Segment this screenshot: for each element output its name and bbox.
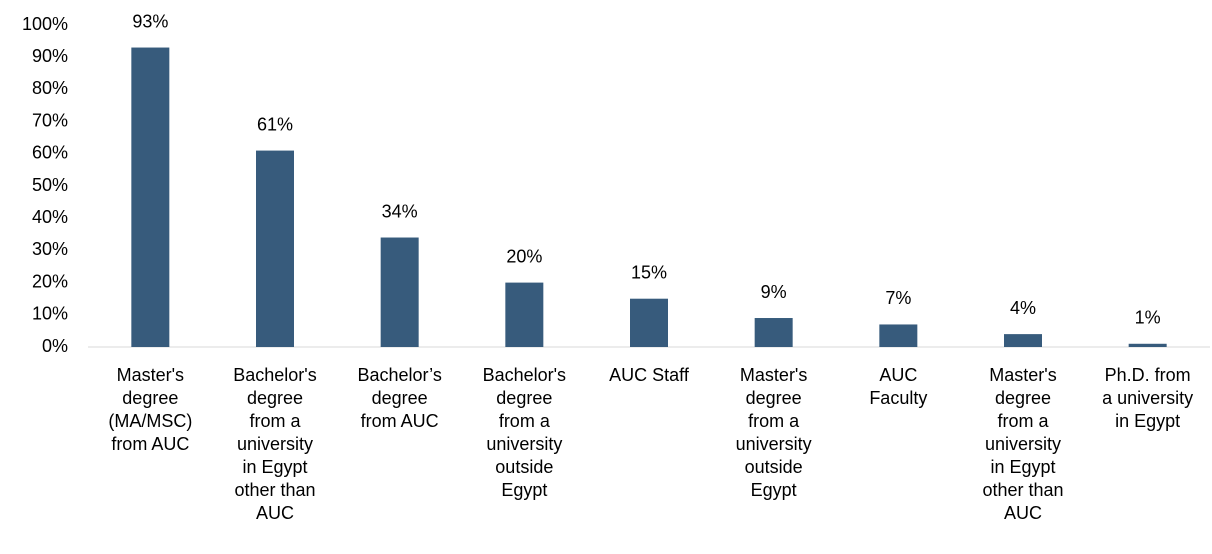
data-label: 9% xyxy=(761,282,787,302)
x-tick-label: Bachelor’s degree from AUC xyxy=(357,365,442,431)
bar xyxy=(131,47,170,347)
x-tick-label: Ph.D. from a university in Egypt xyxy=(1102,365,1194,431)
x-tick-label: Master's degree from a university in Egy… xyxy=(982,365,1064,523)
data-label: 93% xyxy=(132,11,168,31)
x-tick-label: Master's degree from a university outsid… xyxy=(735,365,812,500)
bar xyxy=(1128,343,1167,347)
y-tick-label: 100% xyxy=(22,14,68,34)
data-label: 20% xyxy=(506,246,542,266)
data-label: 4% xyxy=(1010,298,1036,318)
bar xyxy=(1004,334,1042,347)
x-tick-label: Bachelor's degree from a university in E… xyxy=(233,365,317,523)
y-tick-label: 50% xyxy=(32,175,68,195)
y-tick-label: 20% xyxy=(32,271,68,291)
data-label: 1% xyxy=(1135,308,1161,328)
bar xyxy=(380,237,419,347)
bar xyxy=(879,324,918,347)
x-tick-label: AUC Staff xyxy=(609,365,689,385)
data-label: 61% xyxy=(257,114,293,134)
y-tick-label: 30% xyxy=(32,239,68,259)
y-tick-label: 0% xyxy=(42,336,68,356)
y-tick-label: 80% xyxy=(32,78,68,98)
y-tick-label: 10% xyxy=(32,304,68,324)
y-tick-label: 70% xyxy=(32,110,68,130)
data-label: 15% xyxy=(631,262,667,282)
y-tick-label: 60% xyxy=(32,143,68,163)
bar xyxy=(256,150,294,347)
y-tick-label: 90% xyxy=(32,46,68,66)
data-label: 7% xyxy=(885,288,911,308)
bar xyxy=(754,318,793,347)
x-tick-label: Master's degree (MA/MSC) from AUC xyxy=(108,365,193,454)
bar xyxy=(630,298,668,347)
data-label: 34% xyxy=(382,201,418,221)
x-tick-label: Bachelor's degree from a university outs… xyxy=(482,365,567,500)
y-tick-label: 40% xyxy=(32,207,68,227)
bar xyxy=(505,282,544,347)
x-tick-label: AUC Faculty xyxy=(869,365,928,408)
